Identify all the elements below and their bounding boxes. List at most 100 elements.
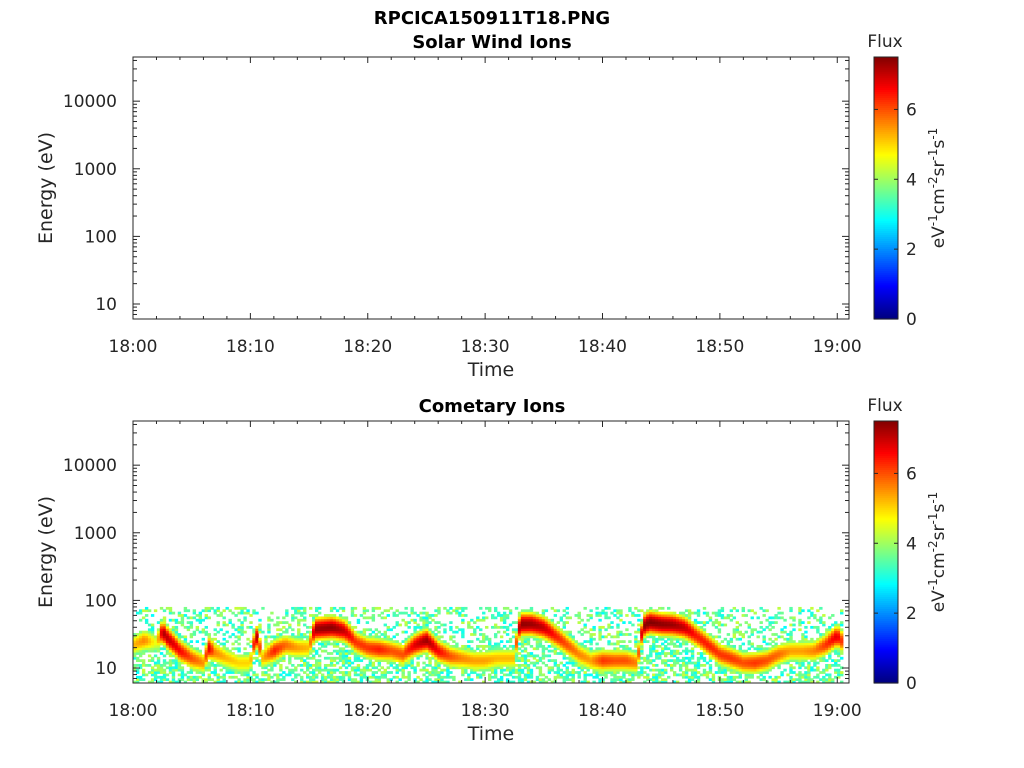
spectrogram-cell [437, 644, 441, 648]
spectrogram-cell [488, 647, 492, 651]
spectrogram-cell [523, 673, 528, 677]
spectrogram-cell [538, 644, 543, 648]
spectrogram-cell [717, 628, 722, 632]
spectrogram-cell [511, 668, 516, 672]
spectrogram-cell [693, 668, 698, 672]
colorbar-segment [874, 85, 898, 88]
spectrogram-cell [771, 621, 775, 624]
spectrogram-cell [804, 675, 808, 679]
spectrogram-cell [708, 649, 713, 653]
colorbar-segment [874, 175, 898, 179]
spectrogram-cell [640, 637, 644, 641]
spectrogram-cell [502, 656, 507, 660]
spectrogram-cell [717, 644, 722, 648]
spectrogram-cell [544, 637, 549, 641]
spectrogram-cell [371, 675, 376, 679]
spectrogram-cell [604, 666, 608, 670]
spectrogram-cell [213, 663, 217, 667]
spectrogram-cell [285, 673, 289, 677]
spectrogram-cell [162, 661, 167, 665]
spectrogram-cell [422, 652, 426, 655]
spectrogram-cell [640, 647, 644, 651]
spectrogram-cell [288, 673, 292, 677]
spectrogram-cell [658, 656, 662, 660]
spectrogram-cell [431, 673, 435, 677]
spectrogram-cell [392, 614, 396, 617]
spectrogram-cell [225, 659, 229, 663]
spectrogram-cell [502, 611, 507, 615]
spectrogram-cell [607, 654, 611, 658]
spectrogram-cell [559, 661, 563, 665]
spectrogram-cell [159, 633, 164, 636]
spectrogram-cell [714, 614, 719, 617]
spectrogram-cell [604, 628, 608, 632]
spectrogram-cell [523, 661, 528, 665]
spectrogram-cell [335, 652, 340, 655]
spectrogram-cell [658, 654, 662, 658]
colorbar-segment [874, 238, 898, 241]
spectrogram-cell [141, 678, 146, 682]
spectrogram-cell [541, 616, 546, 620]
spectrogram-cell [443, 680, 447, 684]
spectrogram-cell [279, 649, 283, 653]
spectrogram-cell [520, 642, 525, 646]
spectrogram-cell [508, 661, 513, 665]
spectrogram-cell [407, 659, 411, 663]
spectrogram-cell [783, 659, 787, 663]
colorbar-segment [874, 71, 898, 74]
spectrogram-cell [670, 659, 674, 663]
spectrogram-cell [670, 668, 674, 672]
spectrogram-cell [798, 647, 802, 651]
spectrogram-cell [410, 647, 414, 651]
spectrogram-cell [303, 611, 307, 615]
spectrogram-cell [816, 628, 820, 632]
spectrogram-cell [529, 633, 534, 636]
spectrogram-cell [312, 625, 316, 629]
spectrogram-cell [535, 654, 540, 658]
spectrogram-cell [482, 661, 486, 665]
spectrogram-cell [428, 640, 432, 643]
spectrogram-cell [488, 673, 492, 677]
spectrogram-cell [407, 642, 411, 646]
spectrogram-cell [595, 671, 599, 674]
spectrogram-cell [171, 618, 176, 622]
spectrogram-cell [580, 663, 584, 667]
colorbar-tick-label: 6 [906, 100, 917, 120]
spectrogram-cell [270, 644, 274, 648]
spectrogram-cell [216, 614, 220, 617]
spectrogram-cell [186, 644, 191, 648]
spectrogram-cell [329, 678, 334, 682]
spectrogram-cell [213, 666, 217, 670]
spectrogram-cell [714, 621, 719, 624]
spectrogram-cell [523, 621, 528, 624]
spectrogram-cell [574, 614, 578, 617]
spectrogram-cell [616, 640, 620, 643]
spectrogram-cell [237, 678, 241, 682]
spectrogram-cell [801, 659, 805, 663]
spectrogram-cell [371, 661, 376, 665]
colorbar-segment [874, 218, 898, 221]
spectrogram-cell [750, 663, 754, 667]
spectrogram-cell [828, 633, 832, 636]
spectrogram-cell [338, 618, 343, 622]
spectrogram-cell [174, 633, 179, 636]
spectrogram-cell [592, 663, 596, 667]
spectrogram-cell [353, 630, 358, 634]
spectrogram-cell [153, 635, 158, 639]
spectrogram-cell [332, 606, 337, 610]
spectrogram-cell [607, 666, 611, 670]
spectrogram-cell [144, 621, 149, 624]
spectrogram-cell [780, 656, 784, 660]
spectrogram-cell [601, 647, 605, 651]
spectrogram-cell [735, 663, 740, 667]
spectrogram-cell [732, 675, 737, 679]
colorbar-segment [874, 288, 898, 292]
spectrogram-cell [135, 678, 140, 682]
spectrogram-cell [693, 623, 698, 627]
x-axis-label: Time [467, 359, 515, 381]
spectrogram-cell [831, 659, 835, 663]
spectrogram-cell [204, 656, 208, 660]
spectrogram-cell [231, 652, 235, 655]
spectrogram-cell [410, 666, 414, 670]
spectrogram-cell [383, 647, 387, 651]
